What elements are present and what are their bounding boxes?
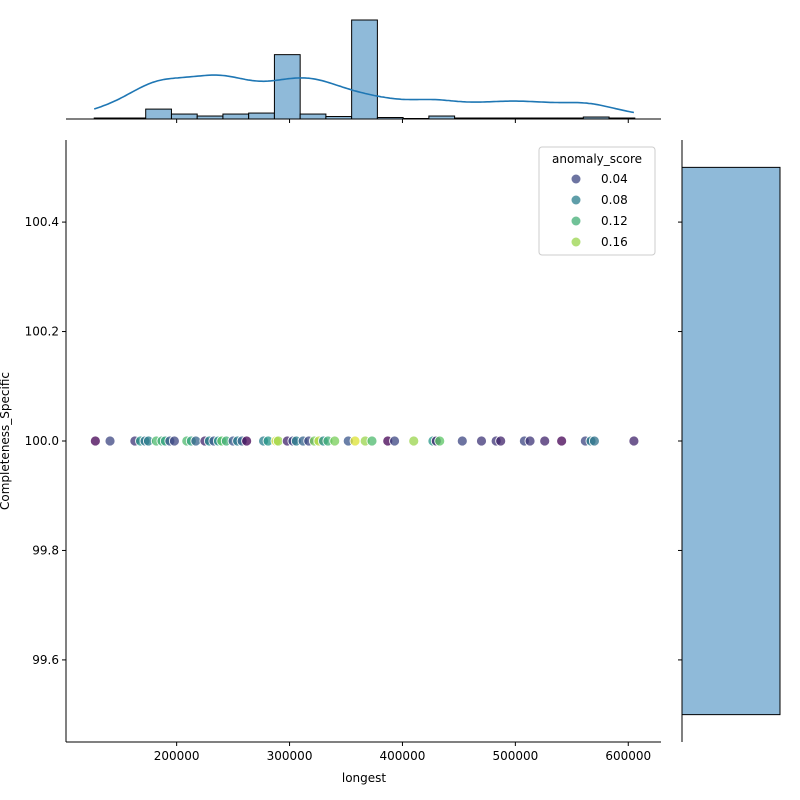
x-tick-label: 300000 <box>267 749 313 763</box>
legend-title: anomaly_score <box>552 152 642 166</box>
data-point <box>539 435 551 447</box>
legend-label: 0.16 <box>601 235 628 249</box>
histogram-bar <box>681 166 781 716</box>
data-point <box>495 435 507 447</box>
histogram-bar <box>351 19 378 120</box>
y-tick-label: 100.2 <box>25 325 59 339</box>
histogram-bar <box>145 108 172 120</box>
x-tick-label: 500000 <box>492 749 538 763</box>
y-tick-label: 100.0 <box>25 434 59 448</box>
data-point <box>628 435 640 447</box>
data-point <box>190 435 202 447</box>
y-tick-label: 99.6 <box>32 653 59 667</box>
y-tick-label: 99.8 <box>32 543 59 557</box>
data-point <box>241 435 253 447</box>
histogram-bar <box>170 113 198 120</box>
data-point <box>456 435 468 447</box>
histogram-bar <box>299 113 327 120</box>
data-point <box>389 435 400 447</box>
x-tick-label: 200000 <box>154 749 200 763</box>
y-axis-label: Completeness_Specific <box>0 372 12 510</box>
legend: anomaly_score 0.04 0.08 0.12 0.16 <box>538 146 656 256</box>
data-point <box>89 435 101 447</box>
data-point <box>366 435 378 447</box>
histogram-bar <box>273 54 301 120</box>
legend-label: 0.08 <box>601 193 628 207</box>
data-point <box>329 435 341 447</box>
y-tick-label: 100.4 <box>25 215 59 229</box>
data-point <box>524 435 536 447</box>
x-tick-label: 600000 <box>605 749 651 763</box>
legend-marker <box>571 195 581 205</box>
legend-marker <box>571 237 581 247</box>
scatter-points <box>89 435 640 447</box>
data-point <box>556 435 568 447</box>
data-point <box>588 435 600 447</box>
top-marginal-histogram <box>66 19 661 123</box>
legend-marker <box>571 216 581 226</box>
x-axis-label: longest <box>342 771 387 785</box>
data-point <box>349 435 361 447</box>
axes: 200000 300000 400000 500000 600000 99.6 99.8 10… <box>25 140 661 763</box>
legend-label: 0.12 <box>601 214 628 228</box>
legend-label: 0.04 <box>601 172 628 186</box>
histogram-bar <box>248 112 275 120</box>
data-point <box>408 435 420 447</box>
x-tick-label: 400000 <box>380 749 426 763</box>
histogram-bar <box>222 113 250 120</box>
data-point <box>272 435 284 447</box>
legend-box <box>538 146 656 256</box>
kde-curve <box>93 74 635 114</box>
data-point <box>168 435 180 447</box>
data-point <box>434 435 446 447</box>
legend-marker <box>571 174 581 184</box>
right-marginal-histogram <box>678 140 781 742</box>
data-point <box>104 435 116 447</box>
data-point <box>476 435 487 447</box>
